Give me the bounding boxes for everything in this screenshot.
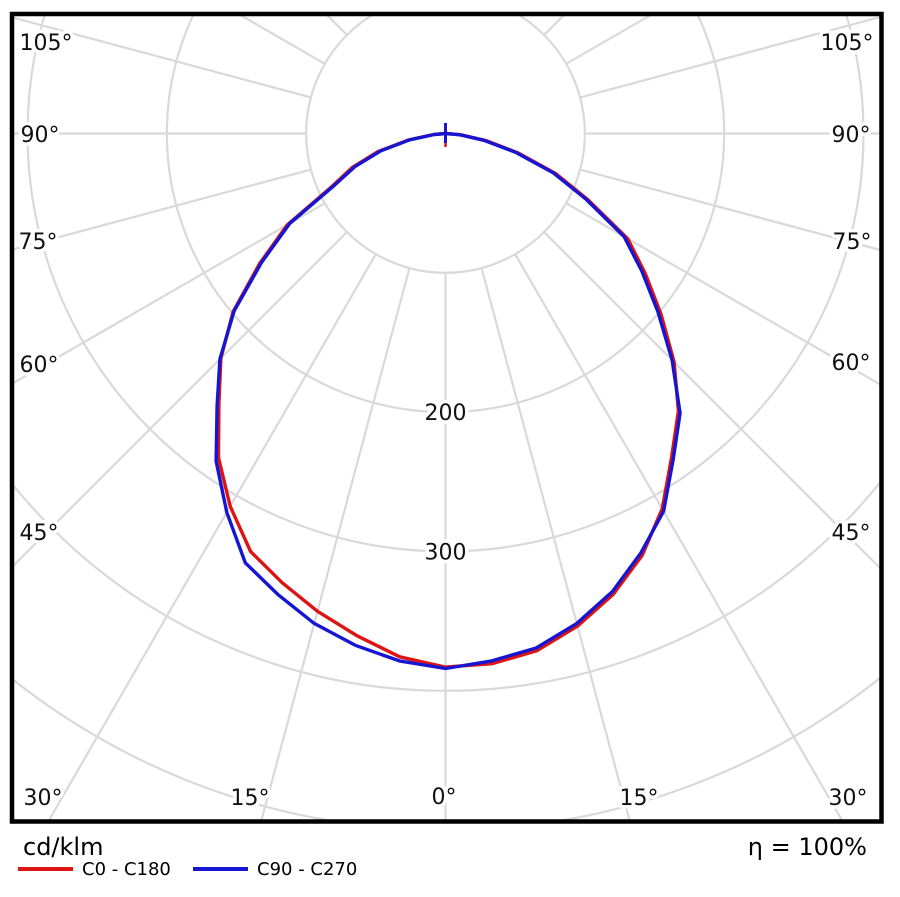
grid-ray-285: [14, 168, 312, 251]
angle-label-13: 90°: [832, 123, 871, 148]
c90-c270-label: C90 - C270: [257, 859, 358, 880]
angle-label-3: 60°: [20, 353, 59, 378]
c90-c270-color-swatch: [193, 867, 248, 871]
grid-ring-400: [14, 480, 880, 692]
grid-ray-60: [565, 202, 880, 386]
unit-label: cd/klm: [23, 833, 104, 861]
angle-label-6: 15°: [231, 786, 270, 811]
efficiency-label: η = 100%: [747, 833, 867, 861]
angle-label-2: 75°: [19, 230, 58, 255]
angle-label-0: 105°: [20, 31, 73, 56]
curve-C90-C270: [214, 131, 682, 671]
c0-c180-color-swatch: [18, 867, 73, 871]
angle-label-12: 75°: [833, 230, 872, 255]
ring-label-300: 300: [425, 540, 467, 565]
angle-label-14: 105°: [821, 31, 874, 56]
c0-c180-label: C0 - C180: [82, 859, 171, 880]
angle-label-11: 60°: [832, 351, 871, 376]
plot-frame: [9, 11, 884, 824]
angle-label-9: 30°: [829, 786, 868, 811]
angle-label-7: 0°: [432, 785, 457, 810]
grid-ray-45: [543, 231, 880, 570]
angle-label-8: 15°: [620, 786, 659, 811]
grid-ray-330: [47, 253, 377, 820]
grid-ray-345: [260, 267, 411, 820]
grid-ray-315: [14, 231, 348, 567]
grid-ray-150: [515, 0, 900, 13]
grid-ray-75: [579, 168, 880, 252]
ring-label-200: 200: [425, 401, 467, 426]
grid-ray-255: [14, 16, 312, 99]
angle-label-10: 45°: [832, 521, 871, 546]
grid-ray-15: [480, 267, 631, 820]
grid-ray-225: [326, 16, 348, 36]
grid-ray-105: [579, 16, 880, 99]
grid-ray-300: [14, 202, 326, 384]
grid-ray-30: [514, 253, 844, 820]
angle-label-5: 30°: [24, 786, 63, 811]
angle-label-1: 90°: [21, 123, 60, 148]
angle-label-4: 45°: [20, 521, 59, 546]
grid-ray-210: [0, 0, 376, 13]
